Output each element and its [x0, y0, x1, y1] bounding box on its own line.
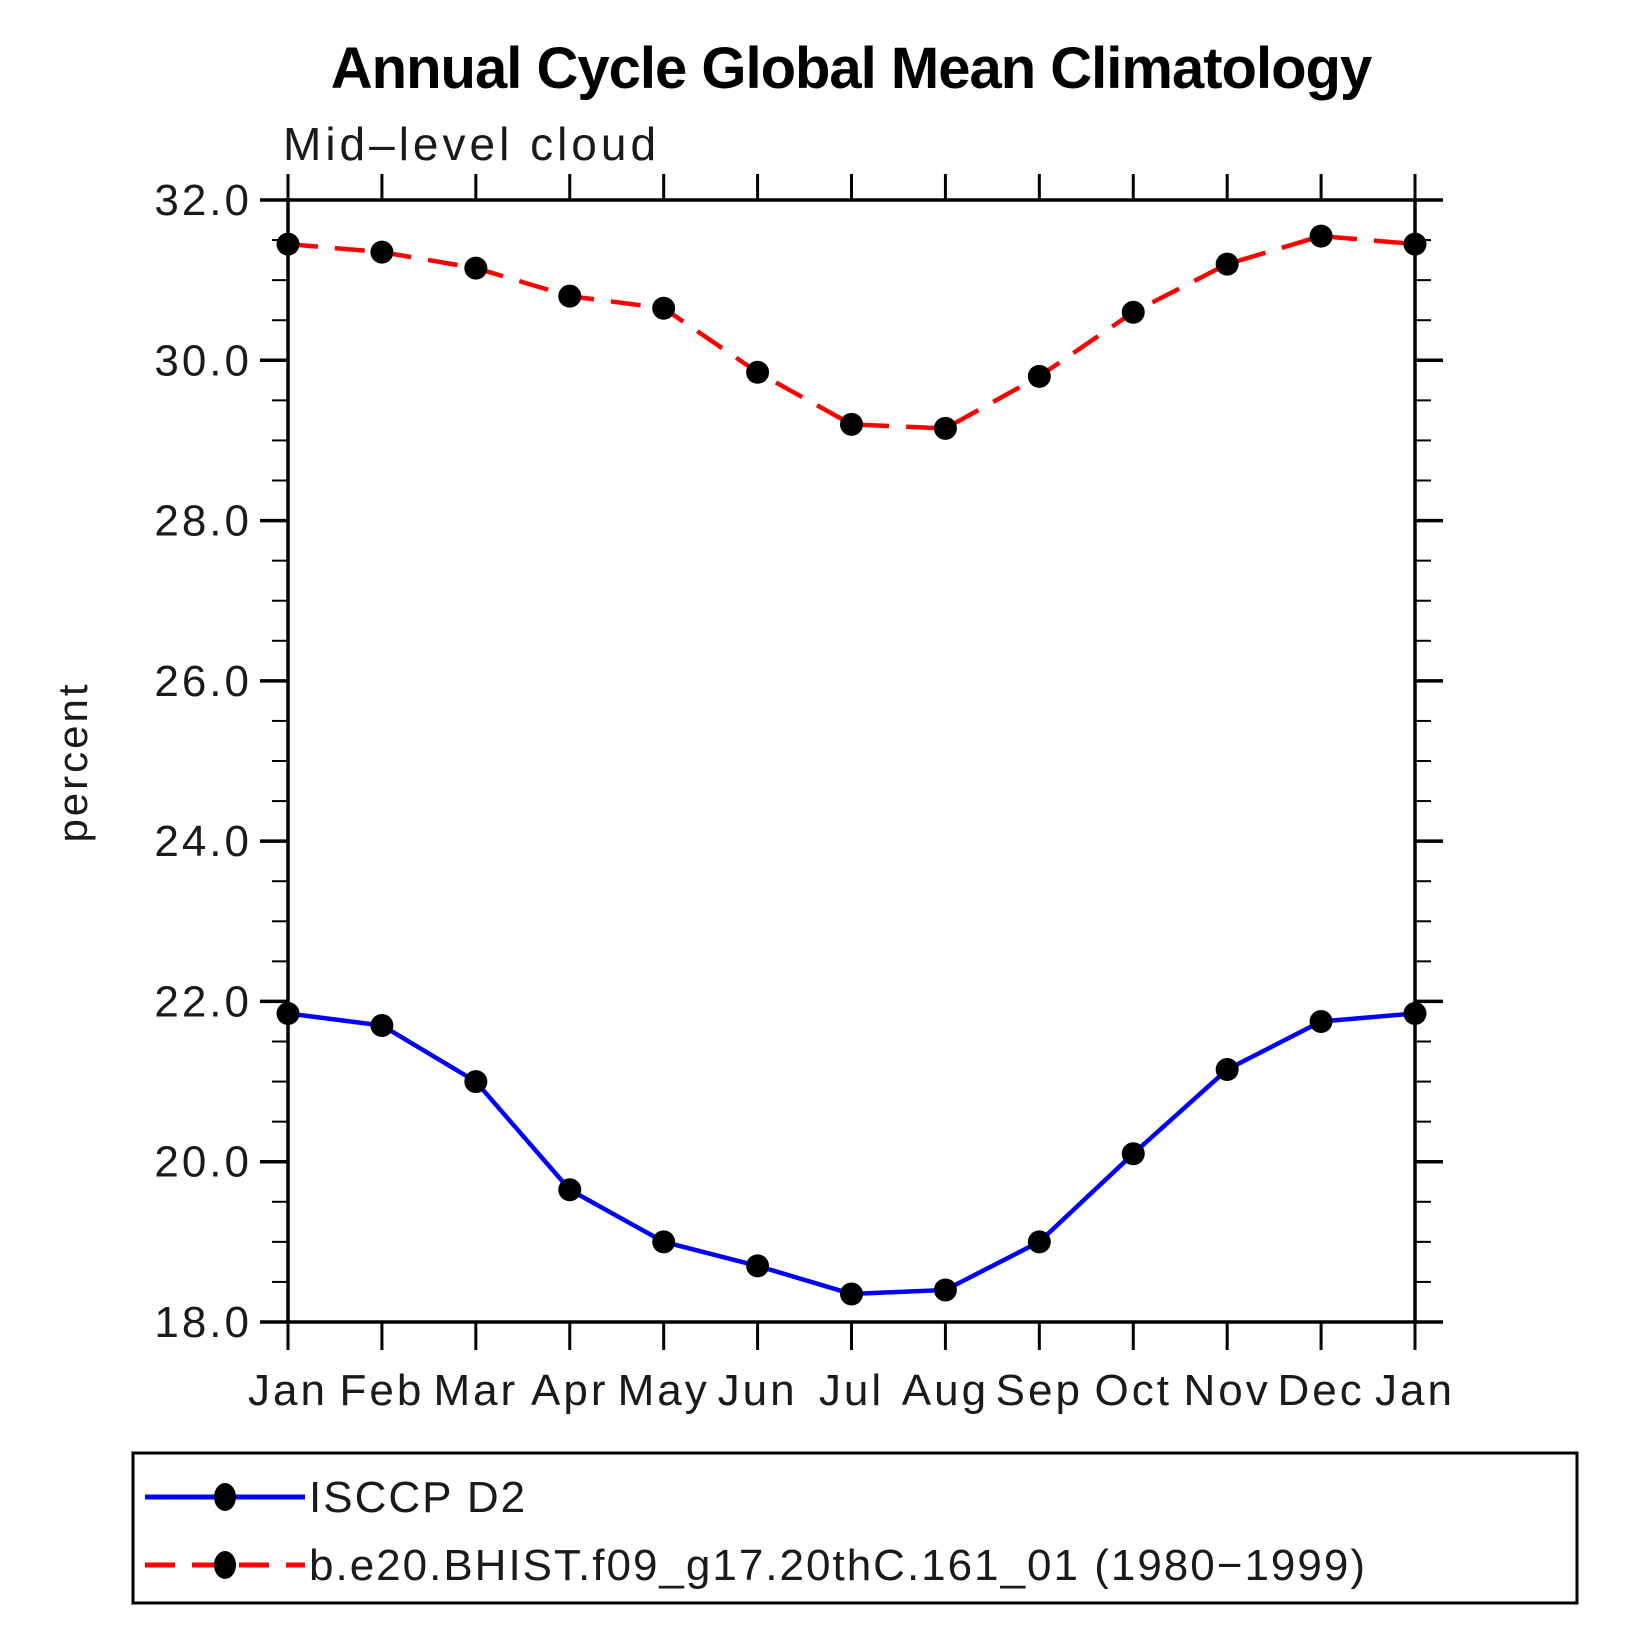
x-tick-label: Dec [1277, 1366, 1364, 1415]
x-tick-label: Jan [248, 1366, 328, 1415]
x-tick-labels: Jan Feb Mar Apr May Jun Jul Aug Sep Oct Nov Dec Jan [248, 1366, 1455, 1415]
data-point-marker [652, 296, 676, 320]
legend-entry-model: b.e20.BHIST.f09_g17.20thC.161_01 (1980−1… [145, 1541, 1367, 1590]
x-tick-label: Jun [718, 1366, 798, 1415]
data-point-marker [1121, 300, 1145, 324]
data-point-marker [1215, 252, 1239, 276]
chart-subtitle: Mid–level cloud [283, 118, 660, 170]
data-point-marker [558, 284, 582, 308]
series-line [287, 233, 1416, 431]
data-point-marker [1403, 232, 1427, 256]
x-tick-label: Nov [1184, 1366, 1271, 1415]
legend-label-isccp: ISCCP D2 [309, 1473, 527, 1522]
y-tick-label: 28.0 [154, 497, 252, 546]
data-point-marker [558, 1178, 582, 1202]
data-point-marker [276, 232, 300, 256]
y-tick-label: 20.0 [154, 1138, 252, 1187]
series-line [287, 1011, 1416, 1297]
y-tick-label: 22.0 [154, 977, 252, 1026]
data-point-marker [464, 256, 488, 280]
y-tick-label: 18.0 [154, 1298, 252, 1347]
data-point-marker [276, 1001, 300, 1025]
x-tick-label: Oct [1095, 1366, 1172, 1415]
plot-frame [286, 198, 1417, 1324]
data-point-marker [652, 1230, 676, 1254]
data-point-marker [464, 1070, 488, 1094]
data-point-marker [746, 1254, 770, 1278]
legend-marker-icon [214, 1551, 236, 1579]
data-point-marker [1309, 224, 1333, 248]
x-tick-label: May [618, 1366, 710, 1415]
data-point-marker [370, 1013, 394, 1037]
x-tick-label: Apr [531, 1366, 608, 1415]
x-tick-label: Feb [340, 1366, 425, 1415]
x-tick-label: Jul [819, 1366, 884, 1415]
y-axis-label: percent [49, 681, 96, 842]
y-tick-label: 26.0 [154, 657, 252, 706]
plot-border [286, 198, 1417, 1324]
axis-ticks [260, 174, 1443, 1350]
legend: ISCCP D2 b.e20.BHIST.f09_g17.20thC.161_0… [131, 1451, 1579, 1605]
data-point-marker [840, 1282, 863, 1306]
data-point-marker [1215, 1058, 1239, 1082]
data-point-marker [1403, 1001, 1427, 1025]
chart-title: Annual Cycle Global Mean Climatology [331, 36, 1372, 101]
data-point-marker [933, 1278, 957, 1302]
legend-entry-isccp: ISCCP D2 [145, 1473, 527, 1522]
data-point-marker [1121, 1142, 1145, 1166]
y-tick-label: 32.0 [154, 176, 252, 225]
legend-marker-icon [214, 1483, 236, 1511]
x-tick-label: Aug [902, 1366, 989, 1415]
y-tick-labels: 32.0 30.0 28.0 26.0 24.0 22.0 20.0 18.0 [154, 176, 252, 1347]
legend-label-model: b.e20.BHIST.f09_g17.20thC.161_01 (1980−1… [309, 1541, 1367, 1590]
x-tick-label: Sep [996, 1366, 1083, 1415]
legend-box [131, 1451, 1579, 1605]
data-point-marker [1027, 364, 1051, 388]
data-point-marker [746, 360, 770, 384]
y-tick-label: 30.0 [154, 336, 252, 385]
x-tick-label: Mar [433, 1366, 518, 1415]
data-point-marker [1027, 1230, 1051, 1254]
data-point-marker [370, 240, 394, 264]
data-point-marker [1309, 1009, 1333, 1033]
data-series [276, 224, 1427, 1306]
data-point-marker [840, 412, 863, 436]
x-tick-label: Jan [1375, 1366, 1455, 1415]
y-tick-label: 24.0 [154, 817, 252, 866]
data-point-marker [933, 416, 957, 440]
